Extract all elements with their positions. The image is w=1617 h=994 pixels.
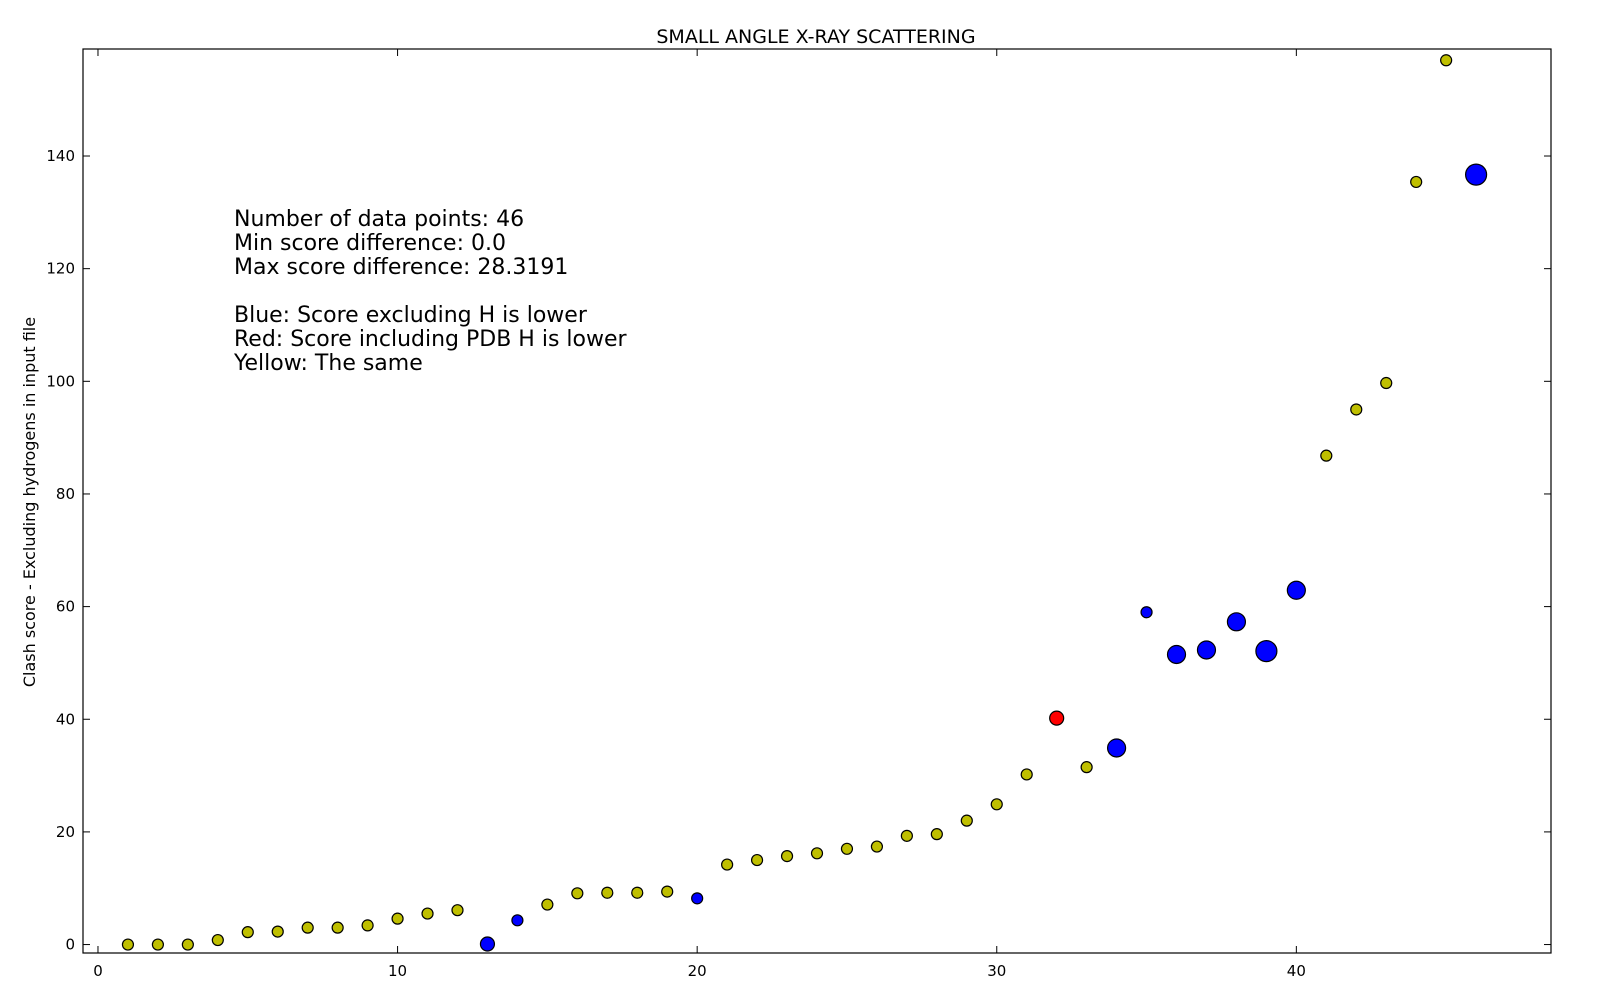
data-point-yellow (301, 921, 314, 934)
data-point-yellow (211, 933, 224, 947)
data-point-yellow (391, 912, 404, 925)
y-tick-label: 60 (56, 598, 75, 616)
y-tick-label: 140 (46, 147, 75, 165)
annotation-line: Min score difference: 0.0 (234, 231, 506, 256)
data-point-blue (1196, 640, 1217, 660)
data-point-yellow (361, 919, 374, 932)
annotation-line: Number of data points: 46 (234, 207, 524, 232)
data-point-yellow (750, 853, 764, 867)
data-point-yellow (960, 814, 973, 827)
data-point-yellow (331, 921, 344, 934)
y-tick-label: 20 (56, 823, 75, 841)
data-point-blue (1166, 644, 1187, 665)
data-point-blue (1226, 612, 1247, 632)
data-point-yellow (930, 828, 943, 841)
data-point-yellow (900, 829, 913, 842)
data-point-yellow (870, 840, 884, 853)
data-point-yellow (631, 886, 644, 899)
data-point-red (1049, 710, 1065, 726)
annotation-line: Max score difference: 28.3191 (234, 255, 568, 280)
data-point-yellow (601, 886, 614, 899)
data-point-yellow (271, 925, 284, 938)
plot-frame (82, 48, 1552, 954)
y-tick-label: 80 (56, 485, 75, 503)
data-point-yellow (241, 926, 254, 939)
x-tick-label: 30 (987, 962, 1006, 980)
data-point-yellow (421, 907, 434, 920)
y-tick-label: 120 (46, 260, 75, 278)
data-point-yellow (721, 858, 734, 871)
data-point-yellow (661, 885, 674, 898)
data-point-yellow (1440, 54, 1453, 67)
data-point-blue (479, 936, 496, 952)
y-tick-label: 100 (46, 372, 75, 390)
data-point-yellow (121, 938, 135, 951)
data-point-blue (1255, 640, 1278, 663)
axis-ticks: 0 10 20 30 40 0 20 40 60 80 100 120 140 (46, 49, 1551, 980)
data-point-yellow (451, 904, 464, 917)
annotation-line: Red: Score including PDB H is lower (234, 327, 627, 352)
data-point-yellow (840, 842, 854, 855)
data-point-yellow (1020, 768, 1033, 781)
y-axis-label: Clash score - Excluding hydrogens in inp… (20, 317, 39, 687)
data-point-yellow (541, 898, 554, 911)
data-point-yellow (571, 887, 584, 900)
x-tick-label: 20 (688, 962, 707, 980)
data-point-yellow (1080, 761, 1093, 774)
data-point-blue (1286, 580, 1306, 600)
data-point-yellow (1350, 403, 1363, 416)
chart-title: SMALL ANGLE X-RAY SCATTERING (656, 26, 975, 48)
data-point-yellow (780, 850, 794, 863)
data-points (121, 54, 1488, 952)
x-tick-label: 0 (93, 962, 103, 980)
data-point-yellow (810, 847, 824, 860)
y-tick-label: 0 (65, 936, 75, 954)
x-tick-label: 40 (1287, 962, 1306, 980)
data-point-yellow (1410, 175, 1423, 189)
data-point-blue (1465, 163, 1488, 186)
data-point-blue (1140, 606, 1153, 619)
data-point-blue (1106, 738, 1127, 758)
y-tick-label: 40 (56, 710, 75, 728)
data-point-yellow (990, 798, 1003, 811)
annotation-line: Yellow: The same (233, 351, 423, 376)
data-point-yellow (181, 938, 194, 951)
annotation-line: Blue: Score excluding H is lower (234, 303, 588, 328)
data-point-blue (511, 914, 524, 927)
data-point-blue (691, 892, 704, 905)
data-point-yellow (151, 938, 164, 951)
x-tick-label: 10 (388, 962, 407, 980)
data-point-yellow (1320, 449, 1333, 462)
data-point-yellow (1380, 376, 1393, 390)
